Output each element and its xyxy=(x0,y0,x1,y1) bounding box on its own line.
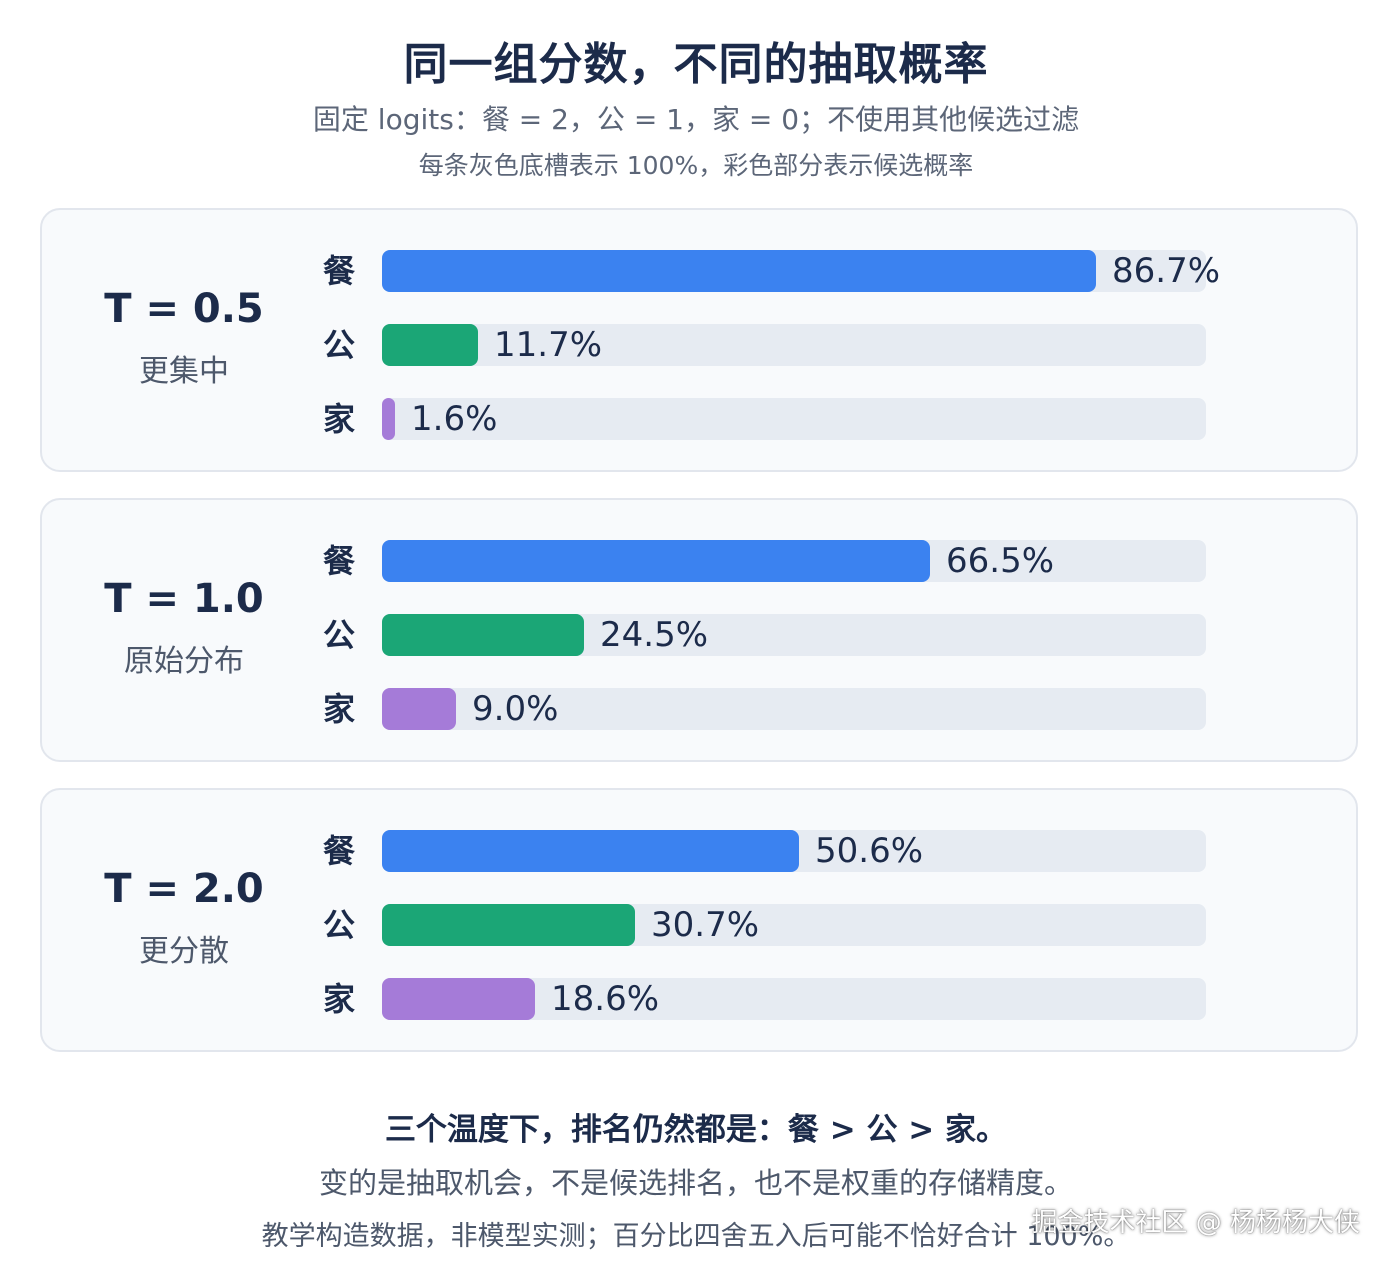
bar-track xyxy=(382,688,1206,730)
category-label: 家 xyxy=(322,400,355,438)
footer-explanation: 变的是抽取机会，不是候选排名，也不是权重的存储精度。 xyxy=(318,1166,1073,1200)
chart-title: 同一组分数，不同的抽取概率 xyxy=(403,39,989,90)
bar-track xyxy=(382,904,1206,946)
chart-note: 每条灰色底槽表示 100%，彩色部分表示候选概率 xyxy=(418,151,974,180)
bar-track xyxy=(382,830,1206,872)
bar-fill xyxy=(382,904,635,946)
bar-value-label: 18.6% xyxy=(551,979,660,1019)
bar-value-label: 9.0% xyxy=(472,689,559,729)
bar-value-label: 11.7% xyxy=(494,325,603,365)
bar-track xyxy=(382,324,1206,366)
temperature-description: 原始分布 xyxy=(124,644,244,679)
temperature-description: 更集中 xyxy=(139,354,229,389)
bar-value-label: 66.5% xyxy=(946,541,1055,581)
bar-fill xyxy=(382,614,584,656)
temperature-panel: T = 2.0 更分散 餐 50.6% 公 30.7% 家 18.6% xyxy=(40,788,1358,1052)
bar-fill xyxy=(382,398,395,440)
watermark: 掘金技术社区 @ 杨杨杨大侠 xyxy=(1031,1208,1360,1238)
category-label: 餐 xyxy=(322,252,355,290)
temperature-description: 更分散 xyxy=(139,934,229,969)
category-label: 家 xyxy=(322,980,355,1018)
bar-fill xyxy=(382,540,930,582)
temperature-panel: T = 1.0 原始分布 餐 66.5% 公 24.5% 家 9.0% xyxy=(40,498,1358,762)
bar-track xyxy=(382,978,1206,1020)
temperature-label: T = 0.5 xyxy=(104,286,264,332)
footer-disclaimer: 教学构造数据，非模型实测；百分比四舍五入后可能不恰好合计 100%。 xyxy=(261,1221,1131,1252)
bar-value-label: 86.7% xyxy=(1112,251,1221,291)
category-label: 餐 xyxy=(322,542,355,580)
bar-value-label: 1.6% xyxy=(411,399,498,439)
category-label: 公 xyxy=(322,616,355,654)
bar-track xyxy=(382,614,1206,656)
bar-track xyxy=(382,398,1206,440)
chart-subtitle: 固定 logits：餐 = 2，公 = 1，家 = 0；不使用其他候选过滤 xyxy=(312,103,1080,136)
bar-track xyxy=(382,250,1206,292)
temperature-label: T = 1.0 xyxy=(104,576,264,622)
temperature-panel: T = 0.5 更集中 餐 86.7% 公 11.7% 家 1.6% xyxy=(40,208,1358,472)
footer-conclusion: 三个温度下，排名仍然都是：餐 > 公 > 家。 xyxy=(384,1112,1008,1148)
category-label: 餐 xyxy=(322,832,355,870)
bar-fill xyxy=(382,830,799,872)
category-label: 公 xyxy=(322,906,355,944)
category-label: 公 xyxy=(322,326,355,364)
bar-value-label: 50.6% xyxy=(815,831,924,871)
bar-fill xyxy=(382,688,456,730)
bar-fill xyxy=(382,324,478,366)
bar-track xyxy=(382,540,1206,582)
bar-fill xyxy=(382,978,535,1020)
category-label: 家 xyxy=(322,690,355,728)
temperature-label: T = 2.0 xyxy=(104,866,264,912)
bar-value-label: 24.5% xyxy=(600,615,709,655)
bar-value-label: 30.7% xyxy=(651,905,760,945)
bar-fill xyxy=(382,250,1096,292)
